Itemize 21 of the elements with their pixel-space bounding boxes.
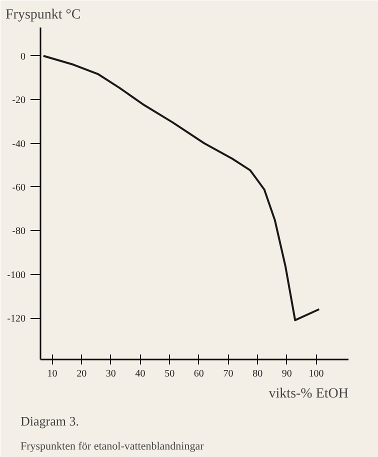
x-axis-title: vikts-% EtOH (268, 386, 349, 402)
x-tick-label: 80 (252, 368, 263, 380)
x-tick-label: 100 (308, 368, 324, 380)
text: Fryspunkten för etanol-vattenblandningar (20, 440, 204, 452)
y-tick-label: -20 (12, 95, 26, 106)
x-tick-label: 60 (194, 368, 204, 380)
y-tick-label: -100 (7, 270, 26, 281)
x-tick-label: 90 (282, 368, 292, 380)
x-tick-label: 30 (106, 368, 116, 380)
x-tick-label: 10 (47, 368, 58, 380)
x-tick-label: 50 (164, 368, 175, 380)
x-tick-label: 20 (76, 368, 87, 380)
y-tick-label: -120 (7, 314, 26, 324)
y-tick-label: -60 (12, 182, 26, 194)
x-tick-label: 70 (223, 368, 234, 380)
y-axis-title: Fryspunkt °C (6, 8, 81, 22)
x-tick-label: 40 (135, 368, 146, 380)
y-tick-label: 0 (20, 51, 26, 62)
text: Diagram 3. (20, 414, 79, 428)
y-tick-label: -80 (12, 226, 26, 238)
y-tick-label: -40 (12, 138, 26, 150)
